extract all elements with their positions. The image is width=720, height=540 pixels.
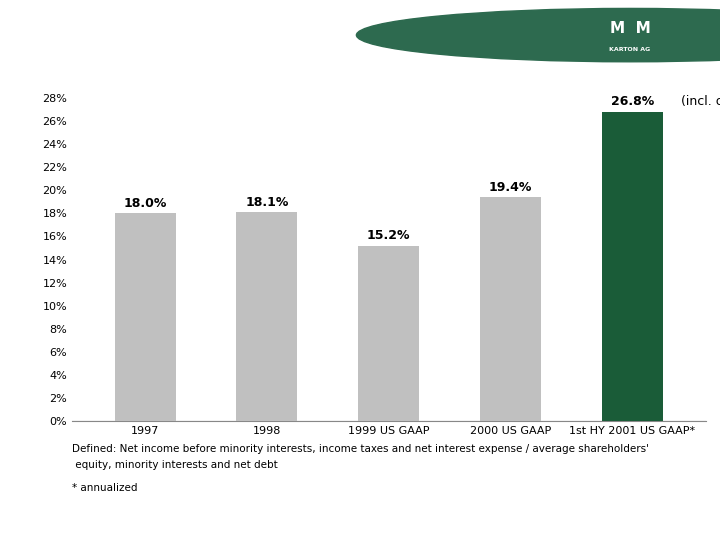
Text: 18.0%: 18.0% — [123, 197, 167, 210]
Bar — [359, 246, 419, 421]
Text: (incl. other - net): (incl. other - net) — [681, 96, 720, 109]
Bar — [602, 112, 663, 421]
Bar — [114, 213, 176, 421]
Text: * annualized: * annualized — [72, 483, 138, 494]
Text: 15.2%: 15.2% — [367, 230, 410, 242]
Text: 26.8%: 26.8% — [611, 96, 654, 109]
FancyBboxPatch shape — [540, 2, 713, 69]
Text: Development ROCE: Development ROCE — [14, 21, 315, 50]
Circle shape — [356, 9, 720, 62]
Text: 18.1%: 18.1% — [246, 196, 289, 209]
Text: Defined: Net income before minority interests, income taxes and net interest exp: Defined: Net income before minority inte… — [72, 444, 649, 454]
Text: equity, minority interests and net debt: equity, minority interests and net debt — [72, 460, 278, 470]
Bar — [236, 212, 297, 421]
Text: Page 13: Page 13 — [11, 522, 55, 531]
Text: 19.4%: 19.4% — [489, 181, 532, 194]
Text: M  M: M M — [610, 21, 650, 36]
Bar — [480, 197, 541, 421]
Text: KARTON AG: KARTON AG — [609, 46, 651, 52]
